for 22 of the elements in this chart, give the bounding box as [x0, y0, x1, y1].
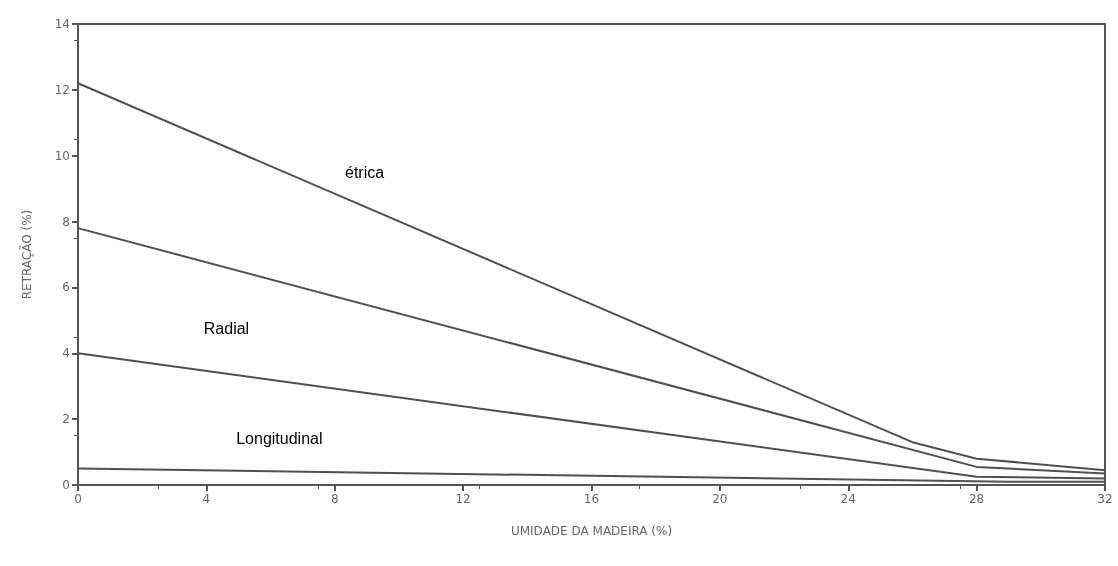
- y-tick-label: 6: [62, 280, 70, 295]
- x-tick-label: 0: [74, 492, 82, 506]
- x-tick-label: 12: [455, 492, 471, 506]
- x-tick-label: 24: [840, 492, 856, 506]
- series-label: étrica: [345, 163, 385, 181]
- text: Radial: [203, 320, 250, 338]
- x-tick-label: 32: [1097, 492, 1113, 506]
- y-tick-label: 0: [62, 478, 70, 492]
- y-tick-label: 8: [62, 214, 70, 229]
- x-tick-label: 16: [583, 492, 600, 506]
- x-tick-label: 28: [968, 492, 985, 506]
- y-tick-label: 12: [54, 82, 70, 97]
- series-label: Longitudinal: [236, 430, 323, 448]
- y-tick-label: 14: [54, 17, 70, 31]
- x-tick-label: 4: [202, 492, 211, 506]
- x-tick-label: 8: [330, 492, 339, 506]
- y-axis-title: RETRAÇÃO (%): [19, 209, 34, 300]
- x-axis-title: UMIDADE DA MADEIRA (%): [510, 524, 673, 538]
- x-tick-label: 20: [712, 492, 728, 506]
- y-tick-label: 4: [62, 346, 70, 361]
- y-tick-label: 2: [62, 412, 70, 427]
- y-tick-label: 10: [54, 148, 70, 163]
